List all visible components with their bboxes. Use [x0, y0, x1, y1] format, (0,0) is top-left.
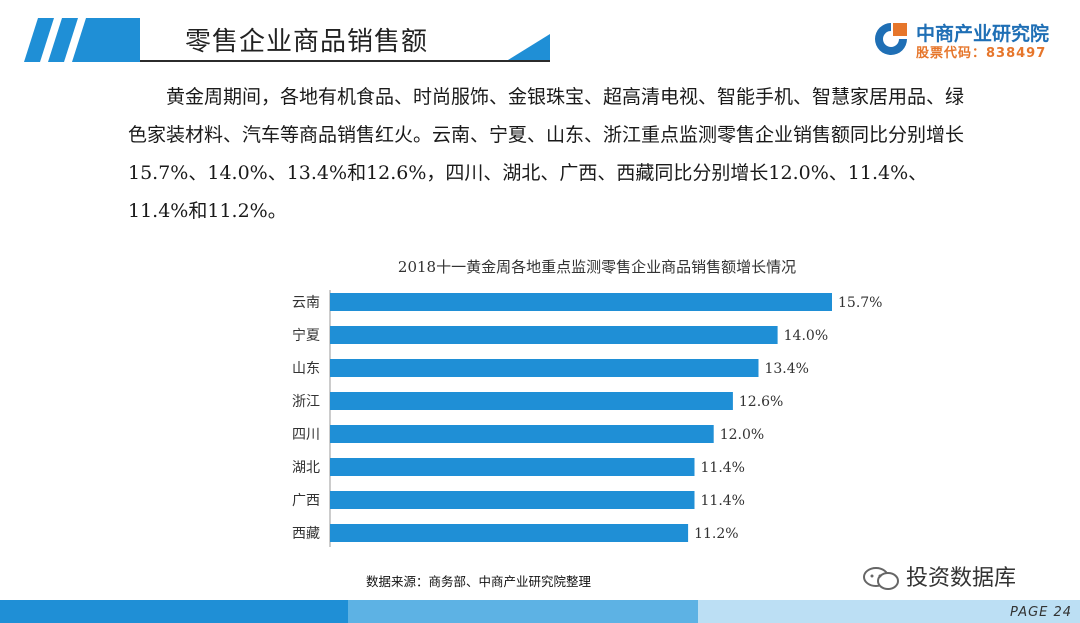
bar	[330, 491, 695, 509]
value-label: 11.4%	[701, 493, 745, 509]
value-label: 15.7%	[838, 295, 882, 311]
logo-name: 中商产业研究院	[916, 23, 1050, 45]
chart-title: 2018十一黄金周各地重点监测零售企业商品销售额增长情况	[398, 258, 796, 276]
header-stripes	[24, 18, 140, 62]
value-label: 11.4%	[701, 460, 745, 476]
category-label: 云南	[292, 295, 320, 311]
category-label: 广西	[292, 493, 320, 509]
company-logo: 中商产业研究院 股票代码：838497	[872, 18, 1062, 62]
bar	[330, 293, 832, 311]
bar	[330, 392, 733, 410]
bar	[330, 425, 714, 443]
bar	[330, 458, 695, 476]
bar	[330, 359, 759, 377]
wechat-icon	[863, 567, 899, 590]
wechat-account: 投资数据库	[862, 560, 1016, 592]
bar	[330, 524, 689, 542]
category-label: 西藏	[292, 526, 320, 542]
category-label: 宁夏	[292, 327, 320, 344]
value-label: 12.0%	[720, 427, 764, 443]
value-label: 14.0%	[784, 328, 828, 344]
footer-bar	[0, 600, 1080, 623]
header-triangle	[508, 34, 550, 60]
page-title: 零售企业商品销售额	[185, 27, 429, 57]
logo-icon	[875, 23, 907, 55]
category-label: 四川	[292, 427, 320, 443]
logo-stock-code: 股票代码：838497	[916, 46, 1047, 61]
bar-chart: 2018十一黄金周各地重点监测零售企业商品销售额增长情况 云南 15.7% 宁夏 14…	[292, 258, 882, 547]
wechat-name: 投资数据库	[906, 566, 1017, 591]
bar	[330, 326, 778, 344]
chart-bars: 云南 15.7% 宁夏 14.0% 山东 13.4% 浙江 12.6% 四川 12.0% 湖北 11.…	[292, 290, 882, 547]
data-source: 数据来源：商务部、中商产业研究院整理	[366, 574, 592, 589]
value-label: 13.4%	[764, 361, 808, 377]
page-number: PAGE 24	[1010, 605, 1073, 620]
value-label: 12.6%	[739, 394, 783, 410]
value-label: 11.2%	[694, 526, 738, 542]
category-label: 湖北	[292, 460, 320, 476]
category-label: 浙江	[292, 394, 320, 410]
header-underline	[140, 60, 550, 62]
category-label: 山东	[292, 361, 320, 377]
body-paragraph: 黄金周期间，各地有机食品、时尚服饰、金银珠宝、超高清电视、智能手机、智慧家居用品…	[128, 86, 965, 222]
